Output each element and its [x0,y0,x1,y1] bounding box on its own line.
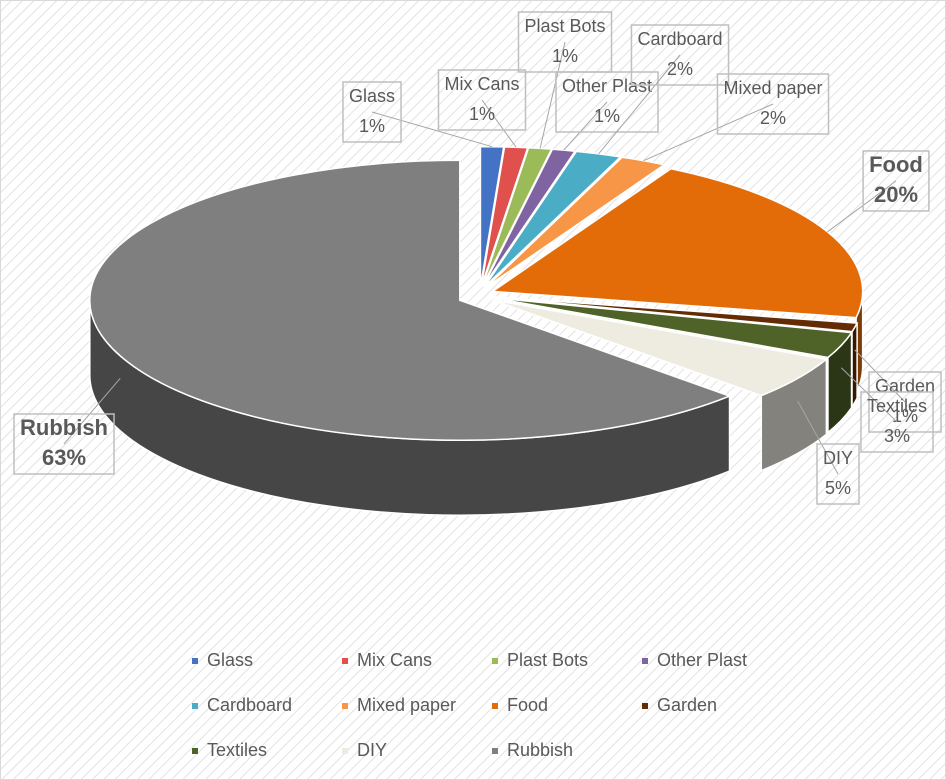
legend-marker [492,658,498,664]
legend-marker [342,703,348,709]
label-value: 1% [594,106,620,126]
legend: Glass Mix Cans Plast Bots Other Plast Cardbo… [192,650,747,760]
legend-marker [192,658,198,664]
leader-line [371,111,493,148]
label-value: 1% [359,116,385,136]
label-value: 5% [825,478,851,498]
label-name: Rubbish [20,415,108,440]
label-name: Mix Cans [444,74,519,94]
legend-marker [342,748,348,754]
label-box [555,71,659,133]
label-name: Cardboard [637,29,722,49]
leader-line [840,367,898,423]
legend-label: Food [507,695,548,715]
leader-line [63,378,121,445]
label-box [816,443,860,505]
data-labels: Glass 1% Mix Cans 1% Plast Bots 1% Other Plast… [13,11,942,505]
legend-label: Plast Bots [507,650,588,670]
leader-line [598,54,681,155]
label-value: 20% [874,182,918,207]
leader-line [481,99,517,148]
label-value: 63% [42,445,86,470]
slice [89,159,732,441]
label-name: Garden [875,376,935,396]
legend-marker [192,703,198,709]
label-box [437,69,527,131]
legend-label: Cardboard [207,695,292,715]
legend-label: Other Plast [657,650,747,670]
label-name: DIY [823,448,853,468]
legend-label: Mixed paper [357,695,456,715]
label-box [13,413,115,475]
leader-line [539,41,566,149]
legend-marker [642,703,648,709]
leader-line [797,400,839,475]
label-name: Plast Bots [524,16,605,36]
label-name: Glass [349,86,395,106]
legend-label: Textiles [207,740,267,760]
label-name: Mixed paper [723,78,822,98]
slice [482,148,577,288]
label-name: Other Plast [562,76,652,96]
legend-label: Mix Cans [357,650,432,670]
slice [485,156,667,289]
label-value: 1% [892,406,918,426]
legend-marker [642,658,648,664]
leader-line [643,103,774,162]
label-name: Food [869,152,923,177]
slice [480,146,529,287]
label-box [860,391,934,453]
pie-walls [89,291,864,516]
label-box [862,150,930,212]
label-box [716,73,830,135]
legend-marker [492,748,498,754]
legend-marker [492,703,498,709]
legend-label: Glass [207,650,253,670]
label-value: 1% [552,46,578,66]
label-value: 1% [469,104,495,124]
label-box [342,81,402,143]
slice-side [851,322,858,410]
slice [490,167,864,319]
pie-tops [89,145,864,441]
legend-label: DIY [357,740,387,760]
legend-marker [192,748,198,754]
slice [491,298,829,397]
leader-line [563,101,608,151]
label-value: 3% [884,426,910,446]
slice [493,296,859,333]
leader-line [854,349,906,403]
slice [493,297,853,359]
label-name: Textiles [867,396,927,416]
legend-marker [342,658,348,664]
label-box [868,371,942,433]
label-value: 2% [760,108,786,128]
legend-label: Garden [657,695,717,715]
label-box [630,24,730,86]
legend-label: Rubbish [507,740,573,760]
label-value: 2% [667,59,693,79]
leader-line [827,180,897,233]
